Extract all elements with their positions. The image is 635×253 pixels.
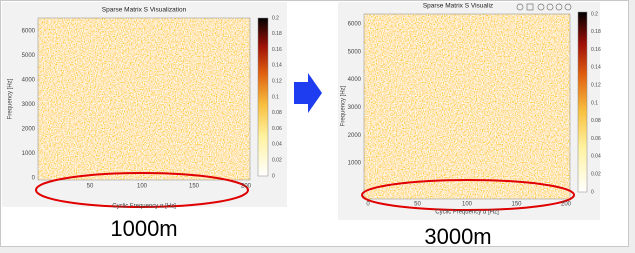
caption: 3000m — [424, 224, 491, 249]
y-tick-label: 6000 — [348, 22, 362, 28]
colorbar-tick-label: 0.18 — [591, 29, 601, 35]
colorbar-tick-label: 0 — [272, 173, 275, 179]
colorbar-tick-label: 0.16 — [591, 47, 601, 53]
colorbar-tick-label: 0.14 — [272, 63, 282, 69]
x-axis-label: Cyclic Frequency α [Hz] — [435, 210, 499, 216]
plot-title: Sparse Matrix S Visualiz — [423, 3, 493, 10]
colorbar-tick-label: 0.16 — [272, 47, 282, 53]
y-tick-label: 1000 — [22, 151, 36, 157]
right-heatmap — [364, 14, 570, 199]
x-tick-label: 50 — [87, 184, 94, 190]
left-colorbar — [258, 18, 268, 176]
right-colorbar — [578, 12, 587, 192]
colorbar-tick-label: 0.1 — [591, 100, 598, 106]
y-tick-label: 5000 — [22, 53, 36, 59]
colorbar-tick-label: 0.12 — [272, 79, 282, 85]
x-tick-label: 150 — [511, 202, 522, 208]
x-tick-label: 200 — [241, 184, 252, 190]
colorbar-tick-label: 0.08 — [272, 110, 282, 116]
colorbar-tick-label: 0.12 — [591, 83, 601, 89]
x-tick-label: 150 — [189, 184, 200, 190]
y-tick-label: 1000 — [348, 161, 362, 167]
left-heatmap — [38, 18, 250, 180]
y-tick-label: 2000 — [22, 127, 36, 133]
colorbar-tick-label: 0.18 — [272, 31, 282, 37]
colorbar-tick-label: 0.08 — [591, 118, 601, 124]
caption: 1000m — [110, 216, 177, 241]
colorbar-tick-label: 0.02 — [272, 158, 282, 164]
colorbar-tick-label: 0.04 — [272, 142, 282, 148]
y-tick-label: 6000 — [22, 29, 36, 35]
x-tick-label: 200 — [561, 202, 572, 208]
y-axis-label: Frequency [Hz] — [8, 78, 14, 119]
y-tick-label: 3000 — [348, 105, 362, 111]
screenshot: Sparse Matrix S Visualization Sparse Mat… — [0, 0, 635, 253]
y-tick-label: 4000 — [22, 78, 36, 84]
colorbar-tick-label: 0.2 — [591, 11, 598, 17]
colorbar-tick-label: 0.04 — [591, 154, 601, 160]
x-tick-label: 100 — [462, 202, 473, 208]
colorbar-tick-label: 0.1 — [272, 94, 279, 100]
x-tick-label: 50 — [414, 202, 421, 208]
colorbar-tick-label: 0.02 — [591, 172, 601, 178]
y-axis-label: Frequency [Hz] — [341, 85, 347, 126]
plot-title: Sparse Matrix S Visualization — [102, 7, 187, 14]
colorbar-tick-label: 0 — [591, 189, 594, 195]
y-tick-label: 5000 — [348, 49, 362, 55]
colorbar-tick-label: 0.14 — [591, 65, 601, 71]
x-tick-label: 100 — [137, 184, 148, 190]
colorbar-tick-label: 0.2 — [272, 15, 279, 21]
x-axis-label: Cyclic Frequency α [Hz] — [112, 204, 176, 210]
y-tick-label: 4000 — [348, 77, 362, 83]
y-tick-label: 2000 — [348, 133, 362, 139]
colorbar-tick-label: 0.06 — [591, 136, 601, 142]
colorbar-tick-label: 0.06 — [272, 126, 282, 132]
y-tick-label: 3000 — [22, 102, 36, 108]
